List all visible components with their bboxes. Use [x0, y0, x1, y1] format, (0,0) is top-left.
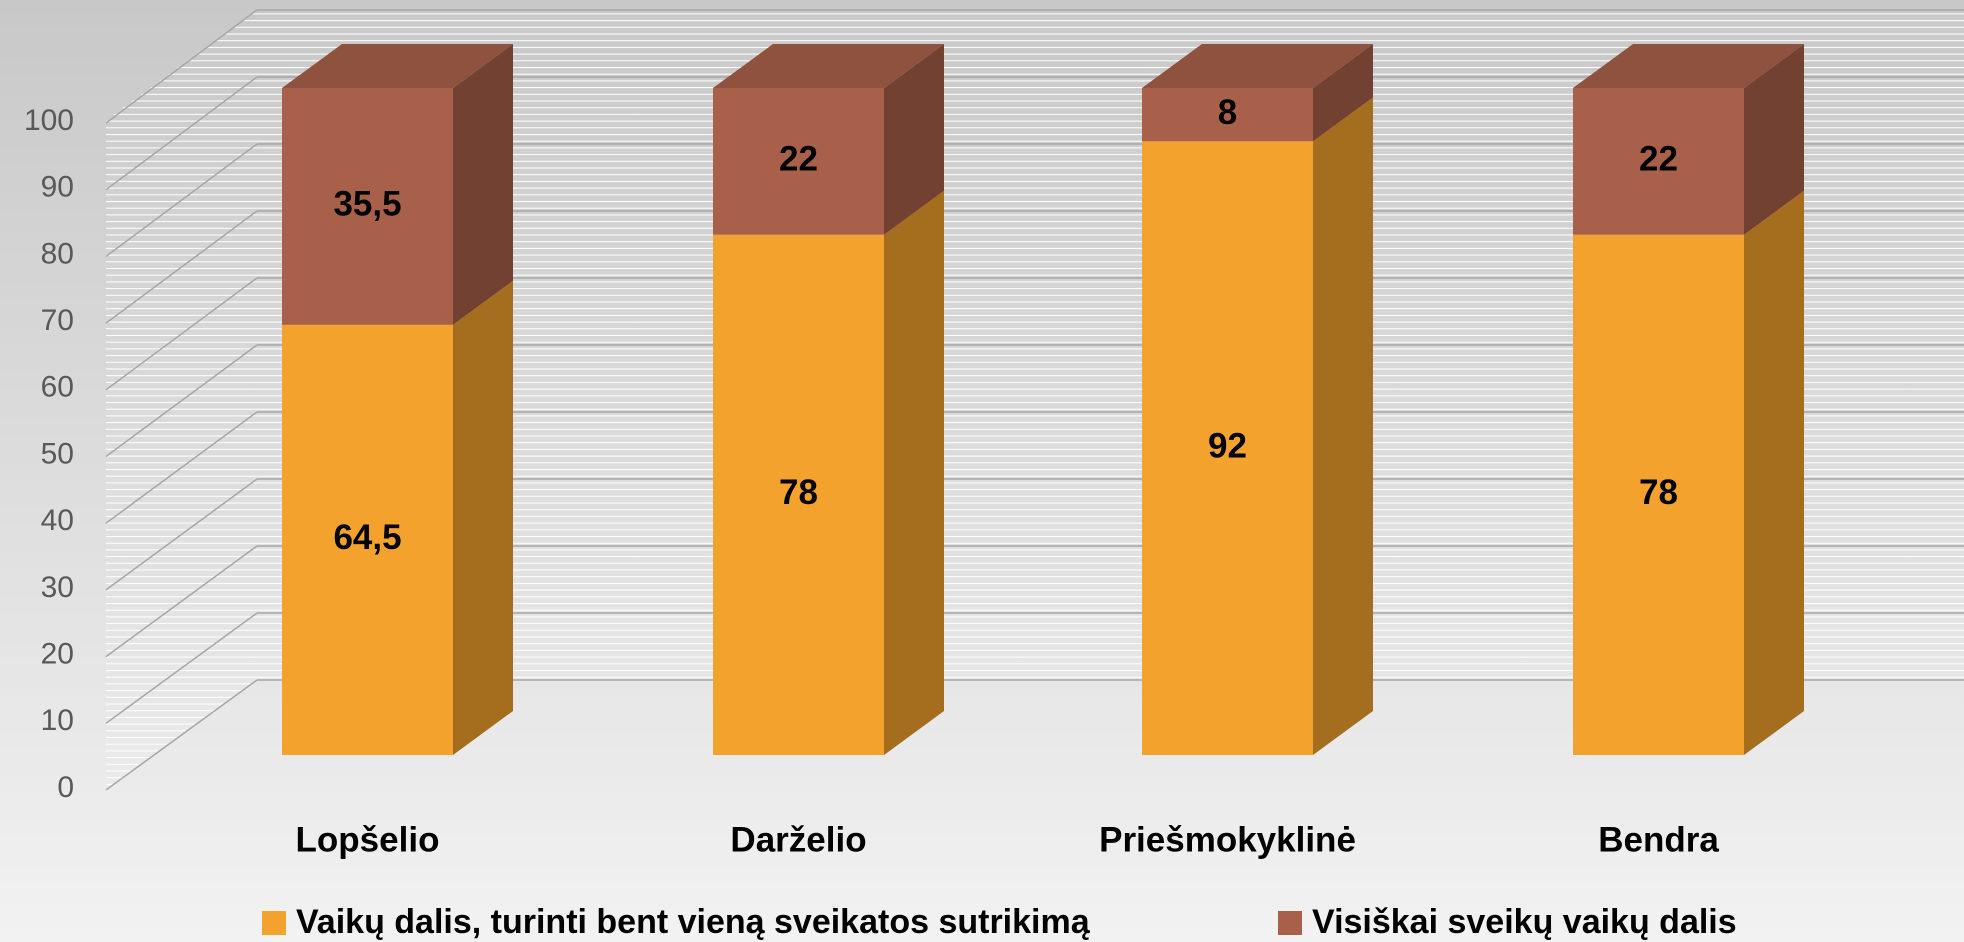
data-label: 35,5	[333, 185, 401, 224]
y-tick-label: 30	[41, 571, 74, 604]
grid-line	[105, 679, 258, 791]
y-tick-label: 60	[41, 371, 74, 404]
bar-segment	[1573, 88, 1744, 235]
bar-side	[453, 280, 513, 755]
bar-side	[1744, 190, 1804, 756]
data-label: 78	[779, 473, 818, 512]
grid-line	[105, 277, 258, 391]
grid-line	[105, 612, 258, 724]
bar-segment	[713, 88, 884, 235]
data-label: 78	[1639, 473, 1678, 512]
x-tick-label: Lopšelio	[296, 820, 440, 859]
y-tick-label: 80	[41, 237, 74, 270]
data-label: 64,5	[333, 518, 401, 557]
grid-line	[105, 76, 258, 191]
grid-line	[105, 478, 258, 591]
data-label: 8	[1218, 93, 1237, 132]
y-tick-label: 10	[41, 704, 74, 737]
grid-line	[105, 143, 258, 258]
bar-segment	[1142, 88, 1313, 142]
bar-side	[1313, 97, 1373, 756]
bar-top	[713, 44, 944, 88]
bar-segment	[282, 324, 453, 755]
grid-line	[105, 9, 258, 124]
y-tick-label: 20	[41, 638, 74, 671]
bar-side	[1744, 44, 1804, 235]
y-tick-label: 50	[41, 437, 74, 470]
bar-segment	[1573, 234, 1744, 756]
y-tick-label: 40	[41, 504, 74, 537]
legend-label: Vaikų dalis, turinti bent vieną sveikato…	[296, 903, 1091, 941]
y-tick-label: 90	[41, 171, 74, 204]
bar-top	[1142, 44, 1373, 88]
x-tick-label: Darželio	[730, 820, 866, 859]
grid-line	[105, 411, 258, 524]
legend-swatch	[1278, 911, 1302, 935]
grid-line	[105, 545, 258, 658]
bar-side	[884, 190, 944, 756]
data-label: 22	[1639, 140, 1678, 179]
data-label: 22	[779, 140, 818, 179]
bar-segment	[1142, 141, 1313, 756]
bar-segment	[282, 88, 453, 325]
y-tick-label: 100	[24, 104, 74, 137]
legend-label: Visiškai sveikų vaikų dalis	[1312, 903, 1737, 941]
bar-side	[453, 44, 513, 325]
bar-top	[282, 44, 513, 88]
x-tick-label: Bendra	[1598, 820, 1719, 859]
bar-side	[884, 44, 944, 235]
grid-line	[105, 344, 258, 458]
x-tick-label: Priešmokyklinė	[1099, 820, 1356, 859]
grid-line	[105, 210, 258, 324]
bar-top	[1573, 44, 1804, 88]
data-label: 92	[1208, 426, 1247, 465]
legend-swatch	[262, 911, 286, 935]
bar-segment	[713, 234, 884, 756]
bar-side	[1313, 44, 1373, 142]
y-tick-label: 70	[41, 304, 74, 337]
y-tick-label: 0	[57, 771, 74, 804]
